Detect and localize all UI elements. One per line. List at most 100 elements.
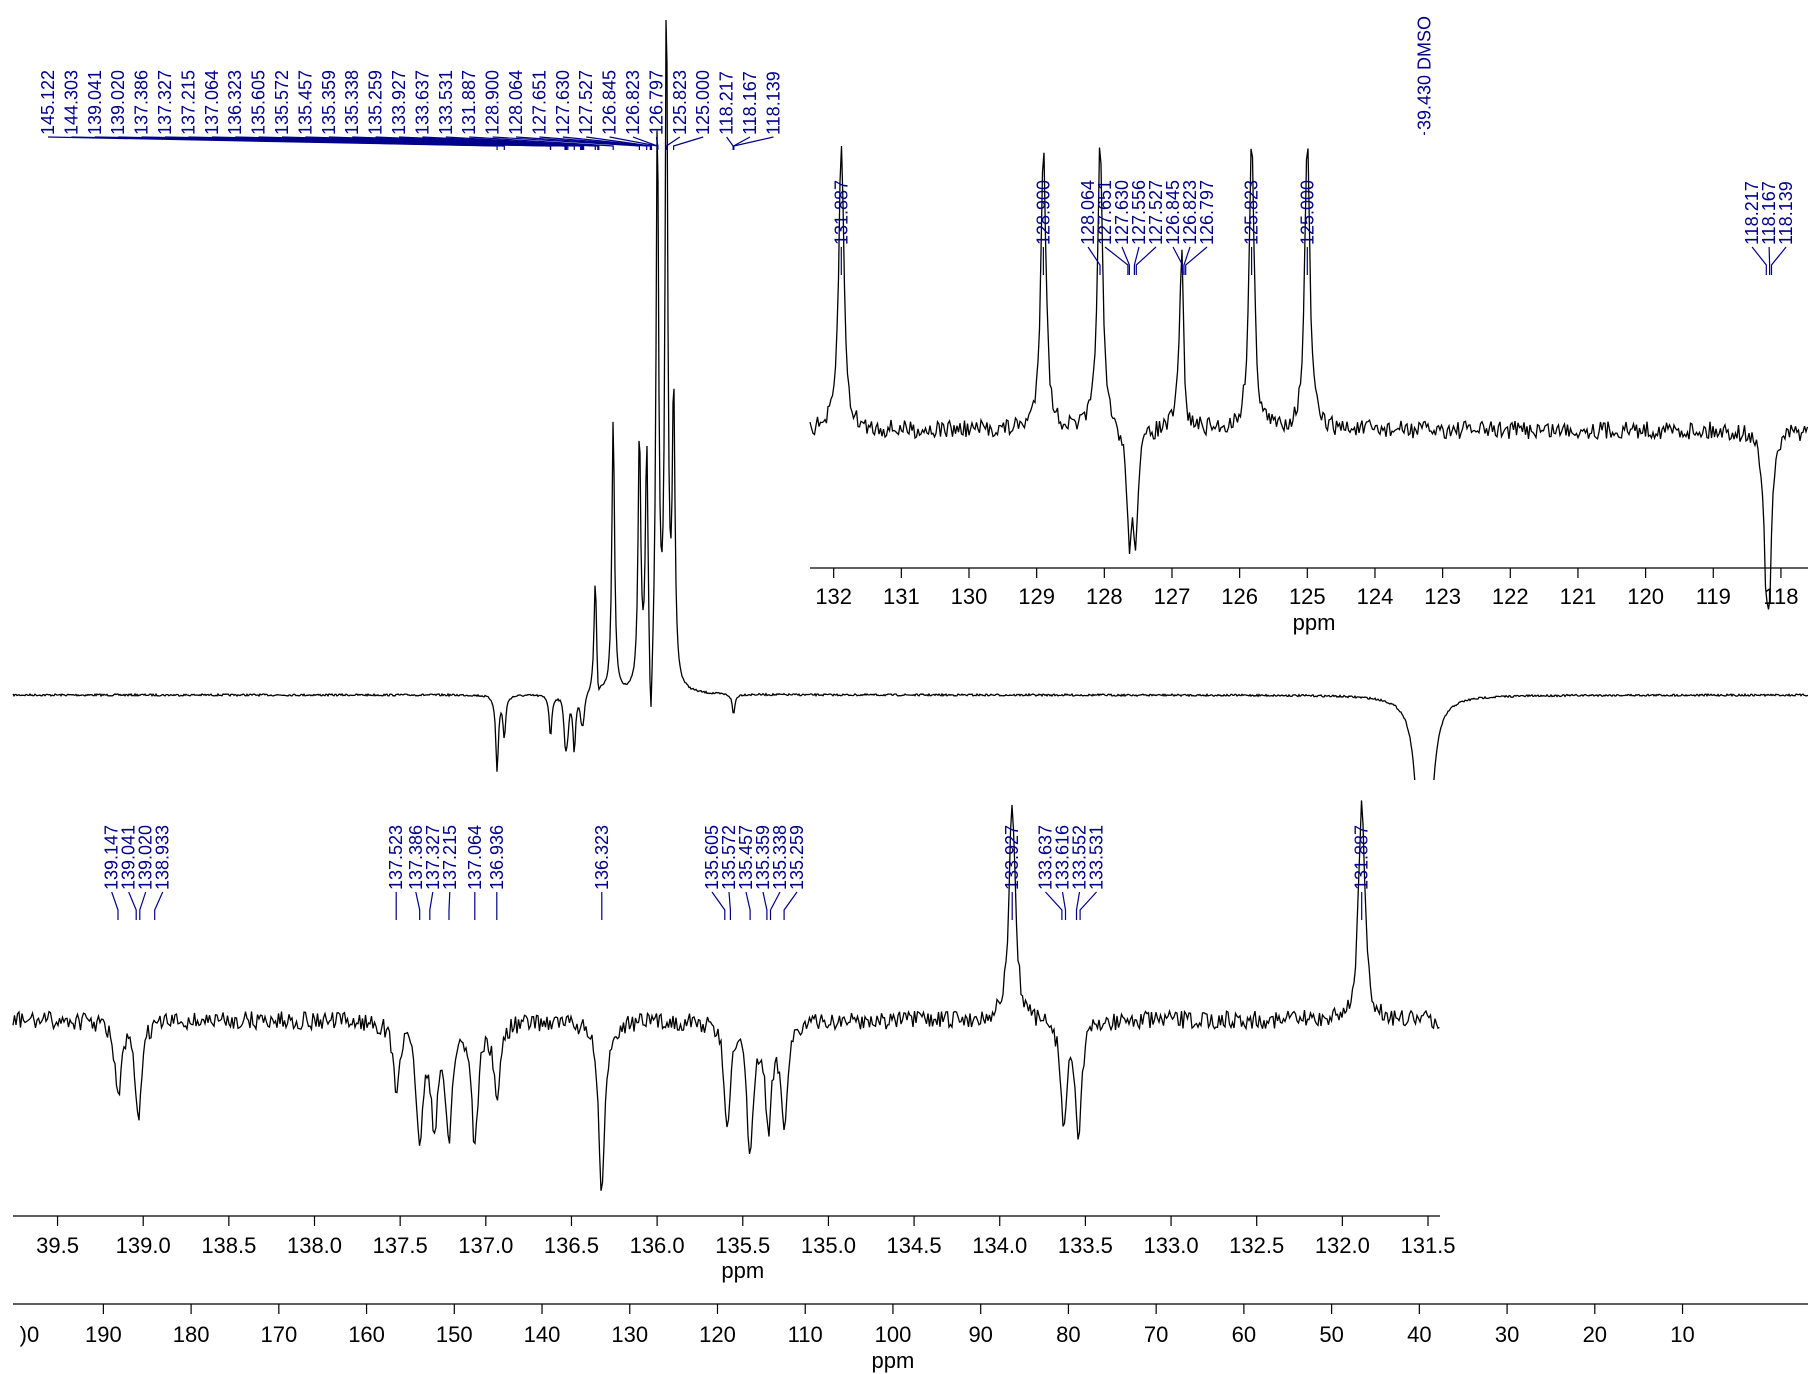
inset-bottom-tick-label: 136.0 [630,1233,685,1258]
main-tick-label: 100 [875,1322,912,1347]
inset-bottom-peak-label: 137.215 [440,825,460,890]
inset-right-tick-label: 132 [815,584,852,609]
inset-right-peak-label: 127.651 [1095,180,1115,245]
main-peak-label: 128.900 [483,70,503,135]
inset-bottom-peak-leader [128,891,137,920]
main-peak-label: 133.927 [389,70,409,135]
inset-bottom-tick-label: 132.5 [1229,1233,1284,1258]
inset-bottom-peak-label: 138.933 [153,825,173,890]
inset-right-tick-label: 130 [951,584,988,609]
main-tick-label: 80 [1056,1322,1080,1347]
inset-bottom-peak-leader [1079,891,1097,920]
inset-right-peak-leader [1121,246,1130,275]
inset-right-panel [806,135,1808,636]
main-peak-leader [673,136,704,150]
inset-bottom-tick-label: 134.0 [972,1233,1027,1258]
inset-right-peak-label: 125.823 [1242,180,1262,245]
main-tick-label: 30 [1495,1322,1519,1347]
inset-bottom-tick-label: 39.5 [36,1233,79,1258]
inset-right-tick-label: 123 [1424,584,1461,609]
inset-right-peak-leader [1172,246,1184,275]
inset-bottom-peak-label: 133.927 [1002,825,1022,890]
inset-right-peak-leader [1087,246,1101,275]
inset-right-peak-leader [1183,246,1191,275]
main-tick-label: 10 [1670,1322,1694,1347]
inset-bottom-peak-label: 136.323 [592,825,612,890]
inset-right-peak-leader [1135,246,1157,275]
inset-right-peak-label: 126.797 [1197,180,1217,245]
main-peak-leader [733,136,751,150]
main-peak-label: 135.338 [342,70,362,135]
inset-right-trace [809,145,1808,610]
inset-bottom-peak-label: 135.359 [753,825,773,890]
inset-bottom-peak-leader [111,891,119,920]
inset-bottom-tick-label: 131.5 [1400,1233,1455,1258]
inset-bottom-tick-label: 137.5 [373,1233,428,1258]
main-peak-leader [586,136,653,150]
inset-right-peak-label: 128.900 [1033,180,1053,245]
main-peak-label: 137.215 [178,70,198,135]
inset-bottom-peak-label: 139.041 [119,825,139,890]
inset-bottom-peak-label: 135.457 [736,825,756,890]
inset-bottom-peak-leader [154,891,164,920]
inset-bottom-tick-label: 137.0 [458,1233,513,1258]
inset-right-peak-label: 118.139 [1776,181,1796,245]
inset-right-tick-label: 129 [1018,584,1055,609]
main-edge-label: )0 [20,1322,40,1347]
inset-right-tick-label: 125 [1289,584,1326,609]
main-peak-label: 133.637 [412,70,432,135]
main-tick-label: 150 [436,1322,473,1347]
main-tick-label: 70 [1144,1322,1168,1347]
main-trace [12,19,1808,1105]
main-peak-label: 135.457 [295,70,315,135]
main-peak-label: 125.823 [670,70,690,135]
main-peak-label: 127.651 [529,70,549,135]
inset-bottom-peak-label: 133.616 [1053,825,1073,890]
inset-bottom-peak-leader [762,891,768,920]
inset-bottom-peak-leader [769,891,781,920]
main-x-axis-label: ppm [872,1348,915,1373]
inset-bottom-tick-label: 139.0 [116,1233,171,1258]
main-peak-label: 126.845 [600,70,620,135]
inset-bottom-peak-label: 135.338 [770,825,790,890]
inset-bottom-peak-leader [429,891,434,920]
main-peak-label: 127.527 [576,70,596,135]
main-peak-label: 135.259 [366,70,386,135]
inset-right-peak-leader [1768,246,1771,275]
main-peak-label: 127.630 [553,70,573,135]
inset-bottom-spectrum: 39.5 139.0 138.5 138.0 137.5 137.0 136.5 136.0 1… [9,780,1456,1284]
inset-bottom-peak-label: 137.386 [406,825,426,890]
inset-bottom-peak-label: 133.637 [1036,825,1056,890]
inset-bottom-peak-leader [745,891,751,920]
inset-bottom-trace [12,800,1440,1191]
inset-bottom-peak-label: 137.523 [386,825,406,890]
inset-bottom-tick-label: 138.5 [201,1233,256,1258]
main-tick-label: 120 [699,1322,736,1347]
inset-right-peak-label: 128.064 [1078,180,1098,245]
inset-bottom-peak-label: 137.064 [465,825,485,890]
main-peak-label: 135.572 [272,70,292,135]
inset-bottom-tick-label: 133.5 [1058,1233,1113,1258]
main-tick-label: 130 [611,1322,648,1347]
main-peak-label: 126.797 [646,70,666,135]
main-tick-label: 90 [968,1322,992,1347]
main-peak-leader [71,136,505,150]
main-peak-label: 137.386 [132,70,152,135]
inset-right-spectrum: 132 131 130 129 128 127 126 125 124 123 122 121 120 1… [806,135,1808,636]
inset-right-peak-label: 126.845 [1163,180,1183,245]
inset-bottom-peak-leader [1061,891,1067,920]
main-tick-label: 20 [1583,1322,1607,1347]
inset-bottom-peak-leader [783,891,798,920]
inset-right-tick-label: 124 [1357,584,1394,609]
inset-bottom-tick-label: 133.0 [1144,1233,1199,1258]
inset-bottom-peak-label: 137.327 [423,825,443,890]
inset-bottom-peak-leader [728,891,731,920]
main-peak-label: 133.531 [436,70,456,135]
inset-bottom-tick-label: 135.0 [801,1233,856,1258]
main-tick-label: 40 [1407,1322,1431,1347]
inset-bottom-peak-label: 135.572 [719,825,739,890]
main-peak-label: 139.041 [85,70,105,135]
main-peak-label: 136.323 [225,70,245,135]
inset-right-tick-label: 118 [1763,584,1798,609]
inset-right-tick-label: 131 [883,584,920,609]
